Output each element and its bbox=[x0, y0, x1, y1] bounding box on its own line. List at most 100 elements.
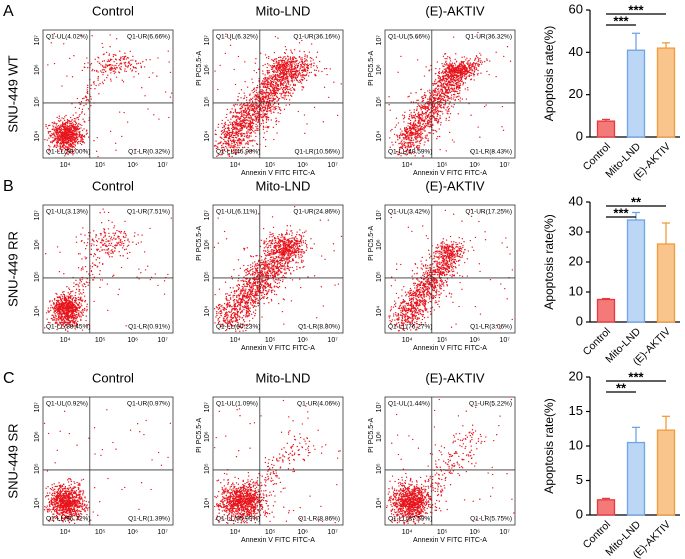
x-tick-label: 10⁵ bbox=[95, 162, 106, 169]
y-tick-label: 10⁴ bbox=[204, 306, 211, 317]
y-tick-label: 15 bbox=[569, 403, 583, 418]
x-tick-label: 10⁴ bbox=[60, 337, 71, 344]
y-tick-label: 10 bbox=[569, 437, 583, 452]
quadrant-label: Q1-UR(36.16%) bbox=[293, 34, 340, 41]
plot-frame bbox=[212, 29, 344, 159]
panel-title: Mito-LND bbox=[256, 178, 311, 193]
plot-frame bbox=[212, 396, 344, 526]
quadrant-label: Q1-LR(5.75%) bbox=[470, 516, 512, 523]
y-tick-label: 60 bbox=[569, 1, 583, 16]
y-tick-label: 10⁷ bbox=[34, 210, 41, 221]
x-axis-label: Annexin V FITC FITC-A bbox=[241, 170, 315, 177]
y-tick-label: 10 bbox=[569, 283, 583, 298]
plot-frame bbox=[384, 396, 516, 526]
y-axis-label: PI PC5.5-A bbox=[196, 226, 203, 261]
y-tick-label: 10⁴ bbox=[204, 131, 211, 142]
y-tick-label: 10⁷ bbox=[376, 35, 383, 46]
quadrant-label: Q1-LL(88.45%) bbox=[46, 324, 90, 331]
event-cloud bbox=[213, 206, 343, 332]
y-tick-label: 10⁶ bbox=[376, 64, 383, 75]
x-axis-label: Annexin V FITC FITC-A bbox=[413, 170, 487, 177]
quadrant-label: Q1-LL(89.00%) bbox=[46, 149, 90, 156]
x-tick-label: 10⁶ bbox=[127, 162, 138, 169]
x-tick-label: 10⁷ bbox=[327, 529, 338, 536]
y-tick-label: 10⁵ bbox=[34, 463, 41, 474]
quadrant-label: Q1-UR(24.86%) bbox=[293, 209, 340, 216]
y-tick-label: 5 bbox=[576, 472, 583, 487]
x-axis-label: Annexin V FITC FITC-A bbox=[413, 537, 487, 544]
y-tick-label: 10⁷ bbox=[376, 402, 383, 413]
quadrant-label: Q1-UL(3.42%) bbox=[388, 209, 430, 216]
significance-label: *** bbox=[628, 369, 644, 384]
x-tick-label: 10⁶ bbox=[469, 162, 480, 169]
x-tick-label: 10⁴ bbox=[60, 529, 71, 536]
panel-title: (E)-AKTIV bbox=[425, 178, 485, 193]
panel-letter: A bbox=[3, 3, 14, 20]
y-axis-label: PI PC5.5-A bbox=[196, 418, 203, 453]
y-tick-label: 20 bbox=[569, 253, 583, 268]
x-tick-label: 10⁷ bbox=[499, 337, 510, 344]
x-tick-label: 10⁴ bbox=[60, 162, 71, 169]
y-tick-label: 10⁴ bbox=[376, 131, 383, 142]
quadrant-label: Q1-UR(0.97%) bbox=[127, 401, 170, 408]
y-tick-label: 10⁶ bbox=[34, 64, 41, 75]
panel-title: Control bbox=[92, 3, 134, 18]
quadrant-label: Q1-LL(87.59%) bbox=[388, 516, 432, 523]
y-axis-label: Apoptosis rate(%) bbox=[542, 214, 556, 309]
y-tick-label: 10⁷ bbox=[34, 402, 41, 413]
y-tick-label: 10⁷ bbox=[204, 210, 211, 221]
y-tick-label: 10⁵ bbox=[376, 463, 383, 474]
quadrant-label: Q1-LL(49.59%) bbox=[388, 149, 432, 156]
cell-line-label: SNU-449 SR bbox=[5, 423, 20, 498]
quadrant-label: Q1-LL(46.98%) bbox=[216, 149, 260, 156]
x-tick-label: 10⁶ bbox=[127, 337, 138, 344]
plot-frame bbox=[42, 29, 174, 159]
quadrant-label: Q1-UL(6.11%) bbox=[216, 209, 257, 216]
y-tick-label: 10⁵ bbox=[376, 96, 383, 107]
y-axis-label: PI PC5.5-A bbox=[368, 226, 375, 261]
quadrant-label: Q1-LR(0.91%) bbox=[128, 324, 170, 331]
cell-line-label: SNU-449 WT bbox=[5, 55, 20, 132]
quadrant-label: Q1-UR(36.32%) bbox=[465, 34, 512, 41]
x-tick-label: 10⁵ bbox=[265, 529, 276, 536]
y-axis-label: PI PC5.5-A bbox=[368, 51, 375, 86]
y-tick-label: 20 bbox=[569, 368, 583, 383]
quadrant-label: Q1-UR(17.25%) bbox=[465, 209, 512, 216]
x-tick-label: 10⁵ bbox=[95, 529, 106, 536]
bar bbox=[656, 243, 676, 323]
y-tick-label: 10⁶ bbox=[34, 239, 41, 250]
significance-label: *** bbox=[613, 205, 629, 220]
quadrant-label: Q1-UL(4.02%) bbox=[46, 34, 88, 41]
quadrant-label: Q1-LR(0.32%) bbox=[128, 149, 170, 156]
quadrant-label: Q1-UL(1.09%) bbox=[216, 401, 258, 408]
quadrant-label: Q1-UR(7.51%) bbox=[127, 209, 170, 216]
x-tick-label: 10⁶ bbox=[469, 529, 480, 536]
quadrant-label: Q1-LR(8.80%) bbox=[298, 324, 340, 331]
x-tick-label: 10⁴ bbox=[402, 162, 413, 169]
y-tick-label: 10⁶ bbox=[204, 64, 211, 75]
x-tick-label: 10⁷ bbox=[327, 162, 338, 169]
event-cloud bbox=[44, 33, 173, 158]
y-tick-label: 10⁶ bbox=[204, 239, 211, 250]
quadrant-label: Q1-LL(60.23%) bbox=[216, 324, 260, 331]
panel-title: Control bbox=[92, 178, 134, 193]
y-tick-label: 10⁷ bbox=[34, 35, 41, 46]
quadrant-label: Q1-UL(3.13%) bbox=[46, 209, 88, 216]
y-tick-label: 10⁴ bbox=[34, 498, 41, 509]
panel-letter: B bbox=[3, 178, 14, 195]
event-cloud bbox=[44, 208, 172, 332]
y-tick-label: 0 bbox=[576, 313, 583, 328]
x-tick-label: 10⁶ bbox=[297, 337, 308, 344]
panel-title: (E)-AKTIV bbox=[425, 370, 485, 385]
panel-title: Control bbox=[92, 370, 134, 385]
y-tick-label: 10⁴ bbox=[204, 498, 211, 509]
plot-frame bbox=[384, 29, 516, 159]
panel-letter: C bbox=[3, 370, 15, 387]
quadrant-label: Q1-LR(8.86%) bbox=[298, 516, 340, 523]
significance-label: *** bbox=[613, 13, 629, 28]
x-tick-label: 10⁶ bbox=[297, 162, 308, 169]
quadrant-label: Q1-LR(10.56%) bbox=[294, 149, 340, 156]
y-tick-label: 10⁵ bbox=[204, 463, 211, 474]
y-tick-label: 10⁶ bbox=[204, 431, 211, 442]
